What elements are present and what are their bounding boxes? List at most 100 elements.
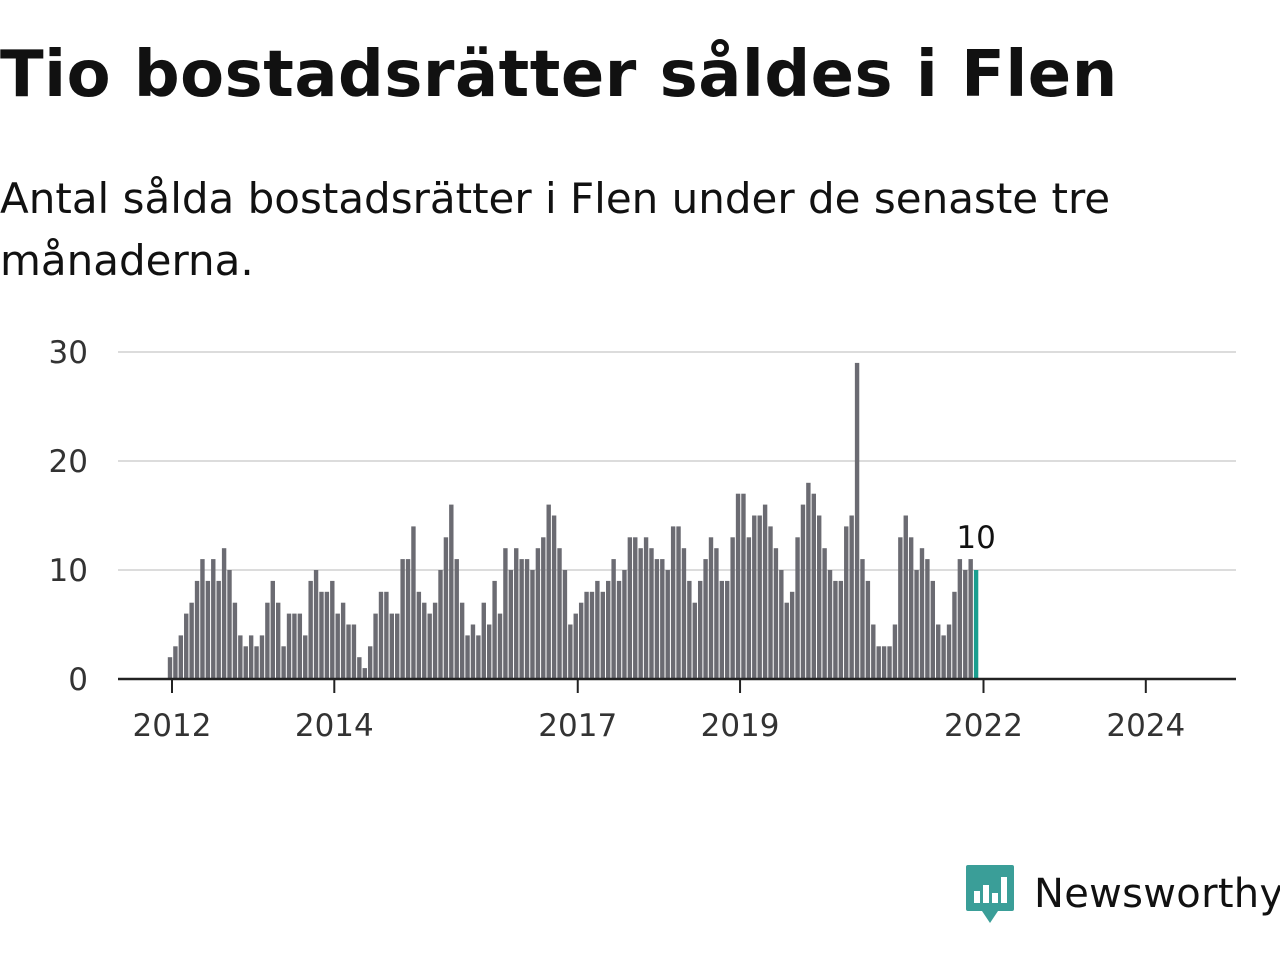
bar: [438, 570, 443, 679]
bar: [838, 580, 844, 679]
bar: [860, 559, 865, 679]
bar: [811, 493, 816, 679]
bar: [232, 602, 238, 679]
bar: [757, 515, 762, 679]
bar: [687, 580, 692, 679]
bar: [963, 570, 968, 679]
bar: [887, 646, 892, 679]
x-tick-label: 2014: [295, 708, 374, 744]
bar: [546, 504, 551, 679]
bar: [670, 526, 676, 679]
bar: [281, 646, 286, 679]
bar: [854, 362, 860, 679]
x-axis: [118, 677, 1236, 693]
bar: [486, 624, 492, 679]
bar: [351, 624, 357, 679]
bar: [178, 635, 184, 679]
bar: [211, 559, 216, 679]
bar: [378, 591, 384, 679]
bars-group: [167, 362, 979, 679]
bar: [762, 504, 768, 679]
bar: [508, 570, 514, 679]
bar: [919, 548, 925, 679]
bar: [876, 646, 881, 679]
bar: [600, 591, 605, 679]
bar: [849, 515, 854, 679]
bar: [308, 580, 313, 679]
bar: [254, 646, 259, 679]
bar: [822, 548, 827, 679]
bar: [941, 635, 946, 679]
bar: [681, 548, 687, 679]
bar: [957, 559, 963, 679]
bar: [286, 613, 292, 679]
bar: [373, 613, 378, 679]
bar: [427, 613, 432, 679]
bar: [276, 602, 281, 679]
bar: [795, 537, 800, 679]
bar: [936, 624, 941, 679]
x-tick-label: 2012: [133, 708, 212, 744]
brand-logo: Newsworthy: [964, 862, 1280, 926]
bar: [946, 624, 952, 679]
bar: [205, 580, 211, 679]
bar: [578, 602, 584, 679]
bar: [514, 548, 519, 679]
bar: [833, 580, 838, 679]
bar: [643, 537, 649, 679]
bar: [200, 559, 205, 679]
x-tick-label: 2019: [701, 708, 780, 744]
bar: [665, 570, 670, 679]
bar: [454, 559, 459, 679]
bar: [303, 635, 308, 679]
bar: [914, 570, 919, 679]
bar: [481, 602, 486, 679]
bar: [595, 580, 600, 679]
bar: [216, 580, 221, 679]
bar: [432, 602, 438, 679]
bar: [703, 559, 708, 679]
bar: [654, 559, 660, 679]
y-tick-label: 30: [49, 335, 88, 371]
bar: [357, 657, 362, 679]
bar: [660, 559, 665, 679]
chart-title: Tio bostadsrätter såldes i Flen: [0, 38, 1118, 112]
bar: [925, 559, 930, 679]
bar: [335, 613, 340, 679]
bar: [270, 580, 275, 679]
bar: [844, 526, 849, 679]
x-tick-label: 2017: [538, 708, 617, 744]
bar: [243, 646, 248, 679]
bar: [676, 526, 681, 679]
bar: [616, 580, 622, 679]
bar: [524, 559, 530, 679]
bar: [865, 580, 871, 679]
bar: [606, 580, 611, 679]
bar: [725, 580, 730, 679]
bar: [881, 646, 887, 679]
bar: [898, 537, 903, 679]
bar: [952, 591, 957, 679]
bar-highlight: [973, 570, 979, 679]
bar: [892, 624, 898, 679]
bar: [735, 493, 741, 679]
bar: [297, 613, 303, 679]
y-tick-label: 0: [68, 662, 88, 698]
bar: [638, 548, 643, 679]
bar: [568, 624, 573, 679]
bar: [968, 559, 973, 679]
bar: [519, 559, 524, 679]
bar: [708, 537, 714, 679]
bar: [416, 591, 422, 679]
bar: [752, 515, 757, 679]
bar: [806, 482, 811, 679]
bar: [259, 635, 265, 679]
bar: [551, 515, 557, 679]
bar: [779, 570, 784, 679]
bar: [871, 624, 876, 679]
bar: [719, 580, 725, 679]
newsworthy-logo-icon: [966, 865, 1014, 923]
bar: [459, 602, 465, 679]
bar: [319, 591, 324, 679]
